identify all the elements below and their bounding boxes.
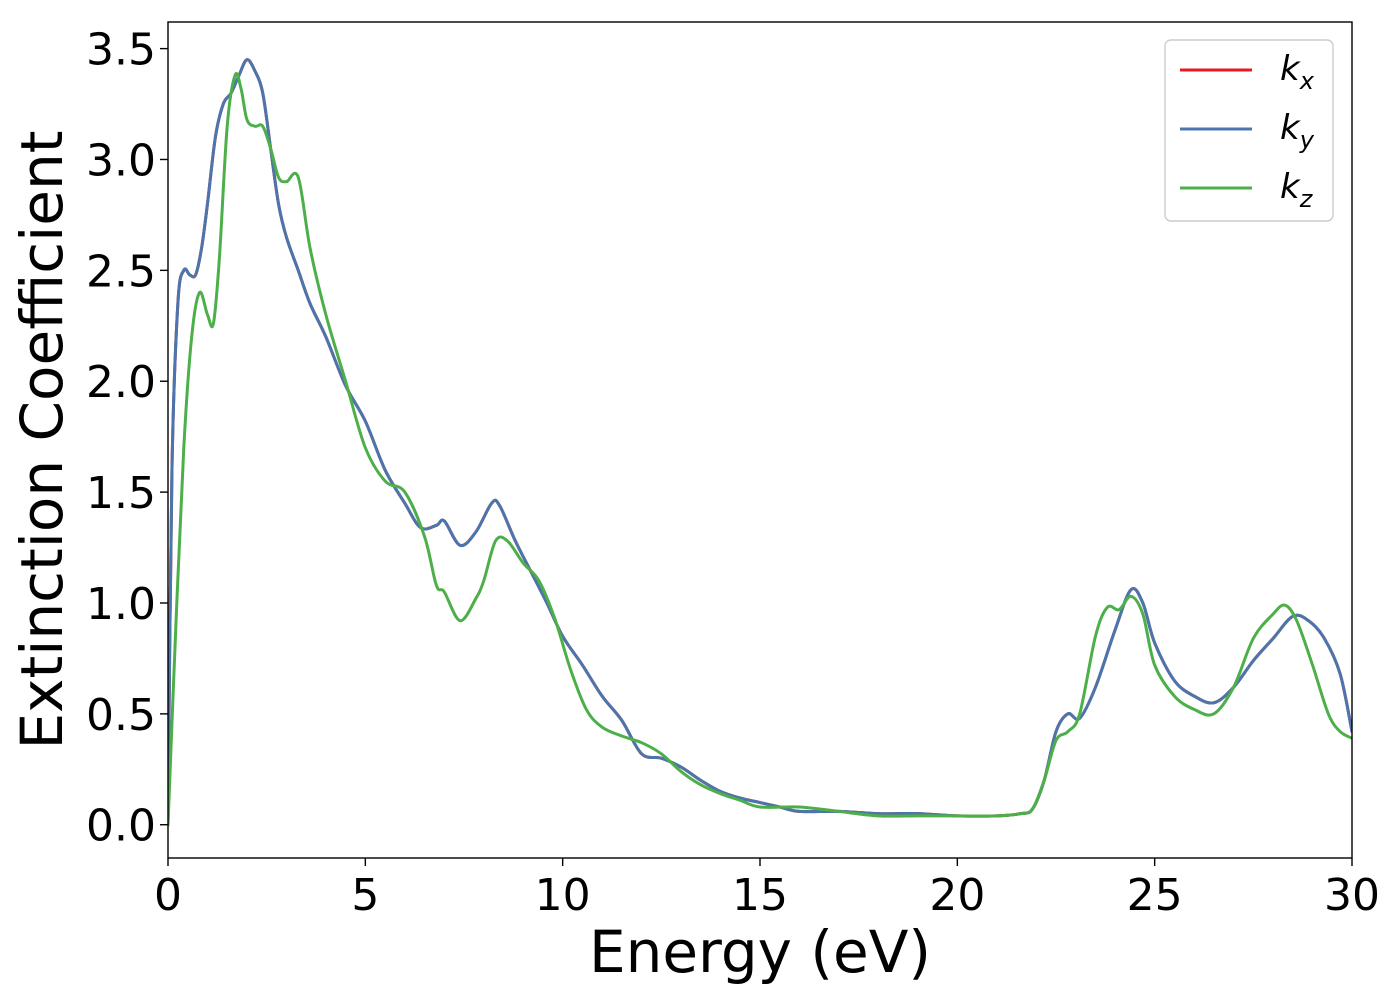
legend-label-base: k <box>1280 167 1301 207</box>
y-tick-label-6: 3.0 <box>86 135 156 186</box>
x-tick-label-1: 5 <box>351 870 379 921</box>
series-line-kz <box>168 72 1352 827</box>
y-tick-label-4: 2.0 <box>86 357 156 408</box>
y-tick-label-7: 3.5 <box>86 25 156 76</box>
x-tick-label-0: 0 <box>154 870 182 921</box>
y-tick-label-5: 2.5 <box>86 246 156 297</box>
legend-label-ky: ky <box>1280 108 1315 154</box>
legend-label-kz: kz <box>1280 167 1314 213</box>
y-tick-label-3: 1.5 <box>86 468 156 519</box>
y-tick-label-2: 1.0 <box>86 579 156 630</box>
legend-label-base: k <box>1280 108 1301 148</box>
y-tick-label-0: 0.0 <box>86 801 156 852</box>
x-tick-label-4: 20 <box>929 870 985 921</box>
y-axis-label: Extinction Coefficient <box>8 131 76 750</box>
legend-label-kx: kx <box>1280 49 1315 95</box>
series-layer <box>168 58 1352 827</box>
x-tick-label-2: 10 <box>535 870 591 921</box>
x-axis: 0 5 10 15 20 25 30 <box>154 858 1380 921</box>
x-tick-label-6: 30 <box>1324 870 1380 921</box>
legend-label-subscript: z <box>1299 185 1314 213</box>
x-axis-label: Energy (eV) <box>589 918 931 986</box>
y-tick-label-1: 0.5 <box>86 690 156 741</box>
legend-label-subscript: y <box>1299 126 1315 154</box>
y-axis: 0.0 0.5 1.0 1.5 2.0 2.5 3.0 3.5 <box>86 25 168 852</box>
legend-label-subscript: x <box>1299 67 1315 95</box>
legend-label-base: k <box>1280 49 1301 89</box>
x-tick-label-3: 15 <box>732 870 788 921</box>
x-tick-label-5: 25 <box>1127 870 1183 921</box>
